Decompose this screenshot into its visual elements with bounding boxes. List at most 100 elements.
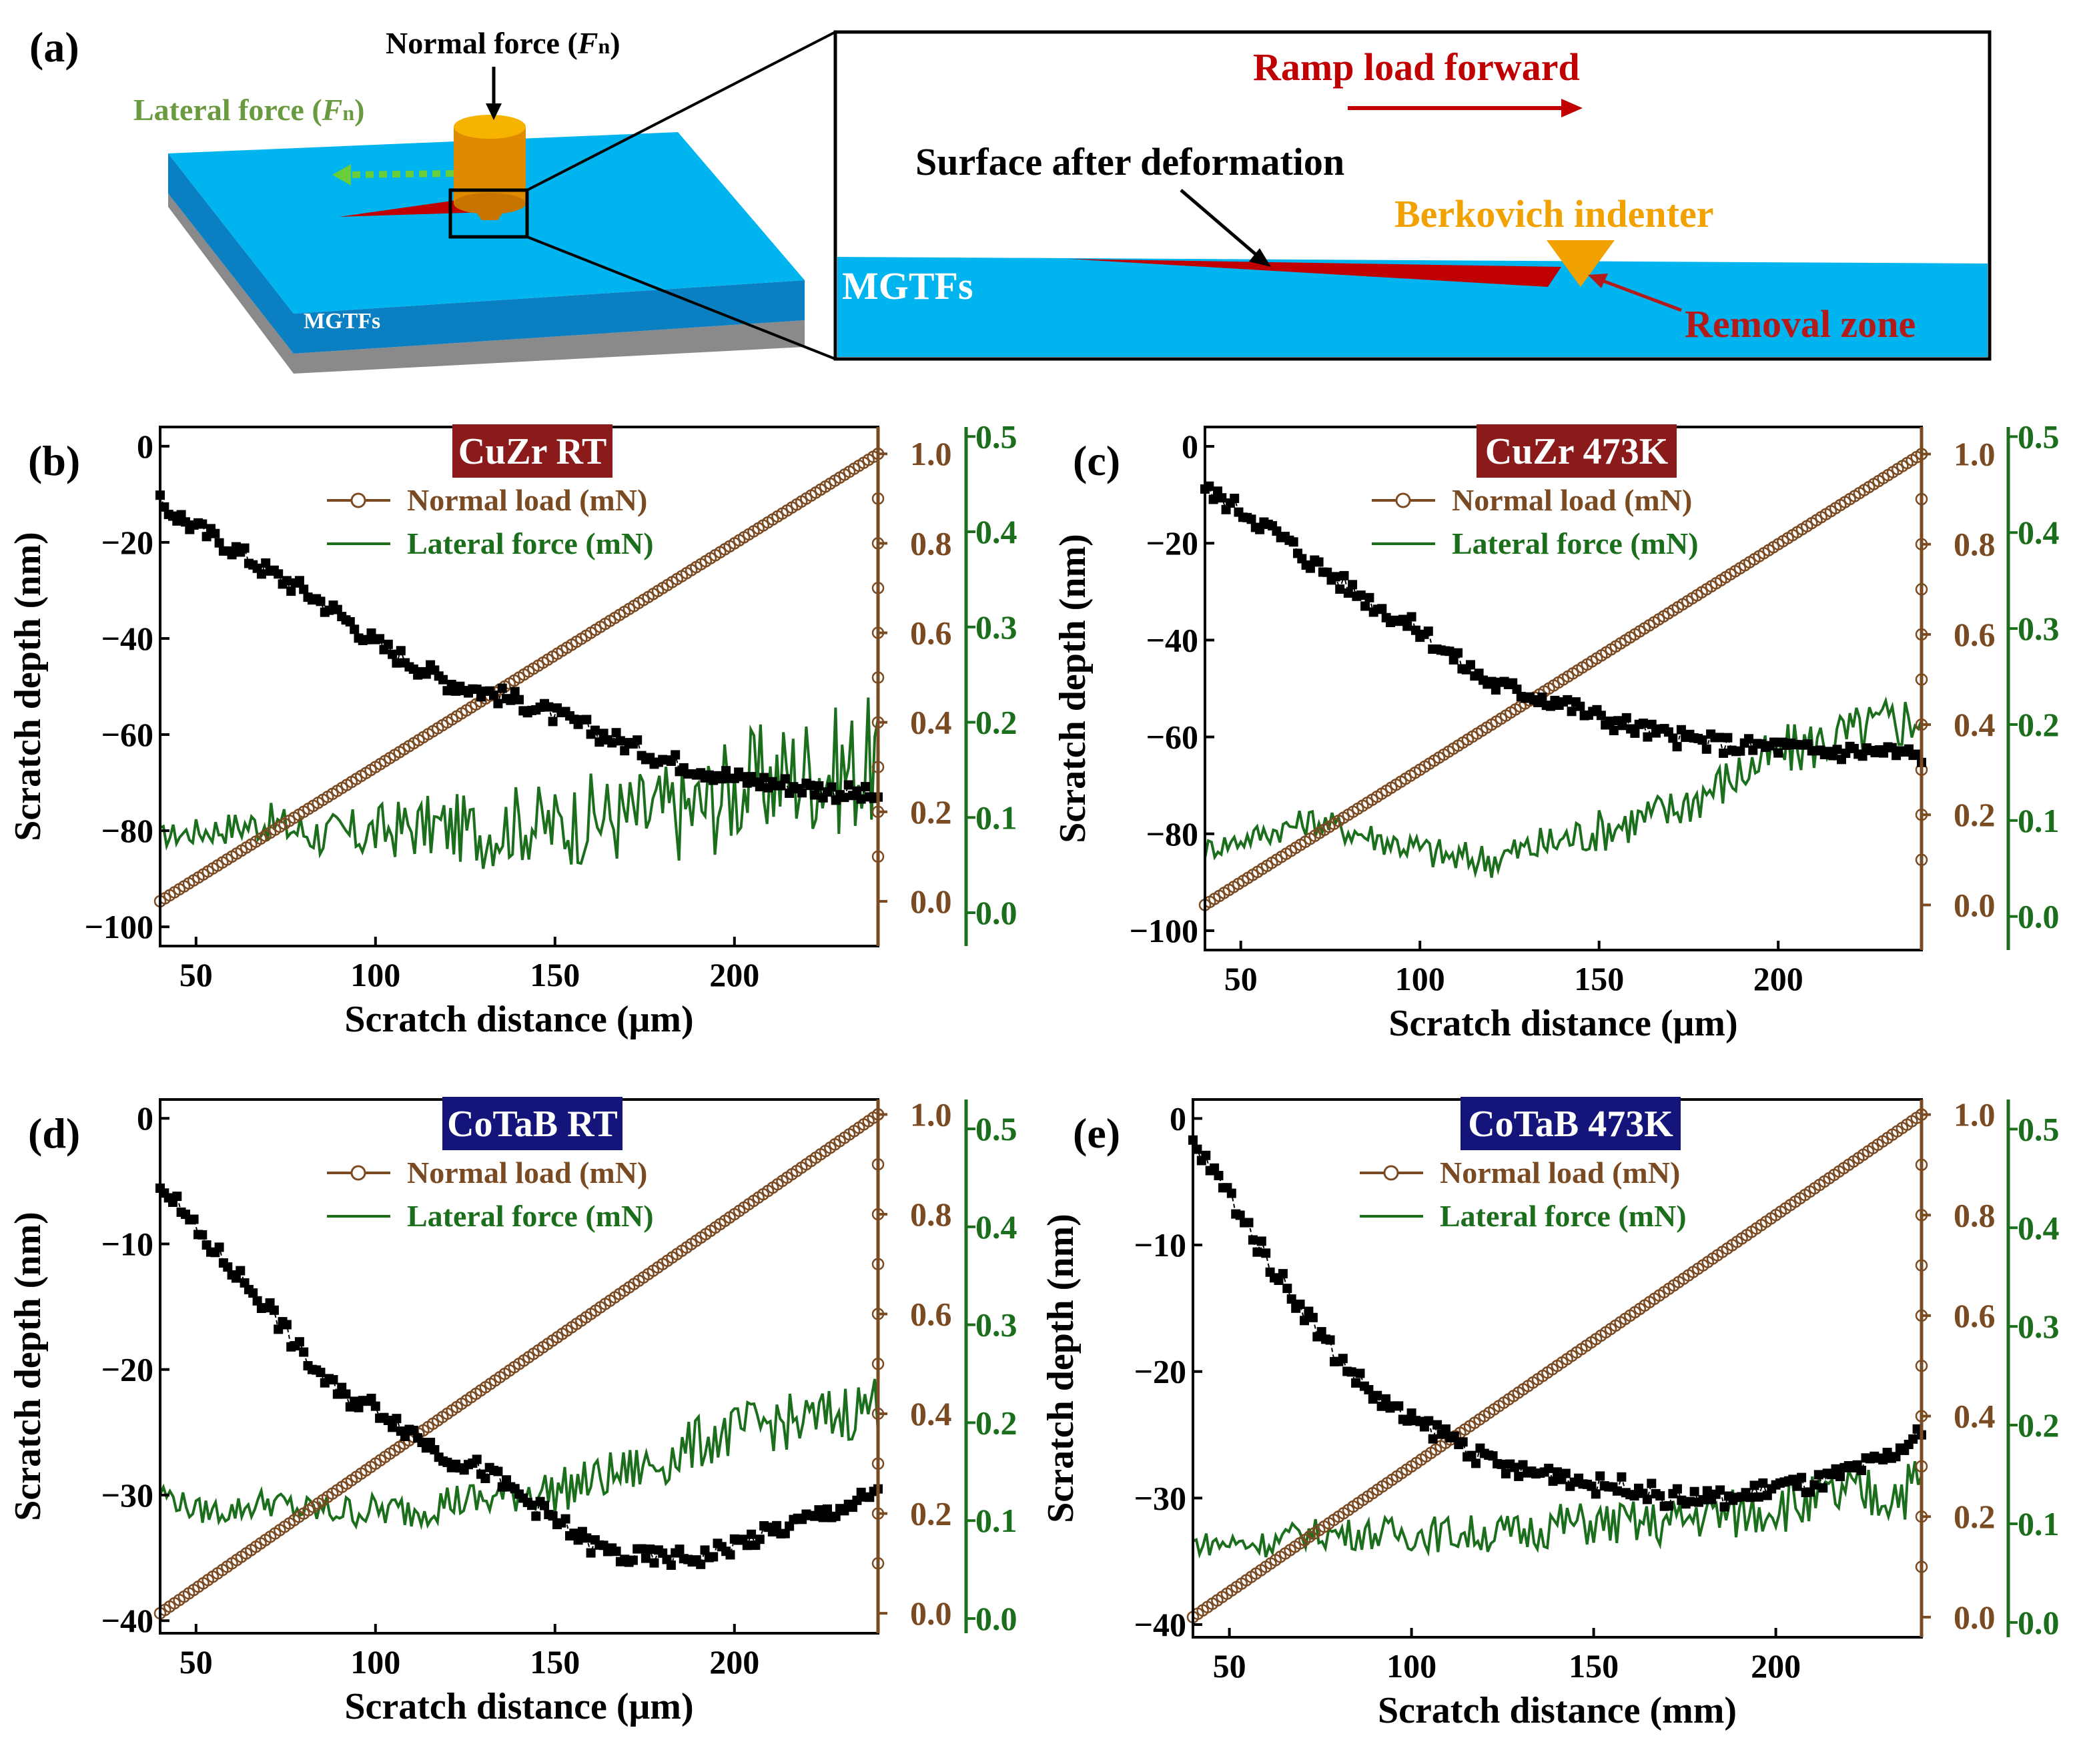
depth-point: [814, 781, 824, 791]
load-tick-label: 0.8: [910, 524, 952, 562]
depth-point: [1591, 1489, 1601, 1499]
lateral-tick-label: 0.5: [975, 418, 1017, 455]
depth-point: [1617, 1472, 1627, 1482]
depth-point: [252, 1296, 262, 1306]
x-axis-label: Scratch distance (μm): [344, 999, 693, 1040]
depth-point: [159, 502, 169, 512]
depth-point: [316, 596, 326, 606]
load-tick-label: 0.0: [910, 1595, 952, 1632]
depth-point: [1458, 1437, 1468, 1447]
depth-point: [1668, 733, 1678, 743]
depth-line: [159, 1188, 879, 1567]
depth-point: [548, 1511, 558, 1521]
depth-point: [1356, 590, 1366, 600]
lateral-tick-label: 0.0: [2018, 898, 2060, 935]
depth-point: [594, 737, 604, 747]
depth-point: [1314, 557, 1324, 567]
depth-point: [1226, 1188, 1236, 1198]
depth-point: [666, 1561, 676, 1570]
depth-point: [1548, 1476, 1558, 1486]
depth-point: [341, 1389, 351, 1399]
depth-point: [1639, 719, 1648, 729]
depth-point: [1655, 1491, 1665, 1501]
depth-point: [1745, 1492, 1755, 1502]
y-tick-label: 0: [1170, 1099, 1186, 1137]
depth-point: [1831, 1464, 1841, 1474]
normal-arrowhead-icon: [486, 103, 502, 120]
lateral-tick-label: 0.1: [2018, 1505, 2060, 1542]
lateral-tick-label: 0.1: [2018, 802, 2060, 839]
depth-point: [493, 699, 503, 709]
depth-point: [1617, 721, 1627, 731]
depth-point: [818, 1512, 828, 1522]
depth-point: [1773, 748, 1783, 758]
depth-point: [1809, 1480, 1819, 1490]
depth-point: [1857, 1466, 1867, 1475]
depth-point: [649, 1558, 659, 1568]
depth-point: [223, 1262, 233, 1272]
depth-point: [1887, 743, 1897, 753]
normal-force-label: Normal force (Fn): [386, 26, 620, 60]
depth-point: [548, 717, 558, 727]
depth-point: [1381, 1394, 1391, 1404]
depth-point: [1286, 1294, 1296, 1304]
depth-point: [1377, 604, 1387, 614]
depth-point: [510, 687, 520, 697]
depth-point: [1208, 494, 1218, 504]
depth-point: [493, 1466, 503, 1476]
lateral-tick-label: 0.3: [975, 608, 1017, 646]
removal-pointer-icon: [1601, 278, 1682, 312]
x-tick-label: 200: [1751, 1647, 1801, 1685]
x-tick-label: 100: [350, 956, 400, 993]
load-tick-label: 0.8: [1954, 1196, 1996, 1234]
depth-point: [1441, 1424, 1450, 1434]
lateral-tick-label: 0.5: [2018, 1110, 2060, 1148]
depth-point: [1595, 1471, 1605, 1481]
film-side: [168, 153, 805, 354]
depth-point: [392, 1414, 402, 1424]
depth-point: [189, 1214, 199, 1224]
depth-point: [1308, 1312, 1318, 1322]
removal-zone-label: Removal zone: [1685, 302, 1916, 346]
depth-point: [1563, 695, 1573, 705]
legend-normal-label: Normal load (mN): [1440, 1156, 1680, 1190]
depth-point: [1497, 1459, 1507, 1469]
depth-point: [1629, 1491, 1639, 1501]
lateral-tick-label: 0.4: [2018, 514, 2060, 551]
depth-point: [1537, 693, 1547, 702]
depth-point: [172, 1192, 182, 1202]
depth-point: [181, 517, 190, 527]
depth-point: [299, 584, 309, 594]
load-tick-label: 1.0: [910, 435, 952, 472]
legend-normal-marker: [350, 1165, 366, 1181]
depth-point: [615, 736, 625, 746]
depth-point: [1715, 1485, 1725, 1495]
depth-point: [210, 528, 220, 538]
depth-point: [1322, 567, 1332, 577]
depth-point: [1744, 734, 1753, 744]
depth-point: [633, 735, 643, 745]
depth-point: [1609, 726, 1619, 735]
depth-point: [1348, 580, 1358, 590]
y-tick-label: −60: [1146, 719, 1199, 756]
load-tick-label: 0.6: [910, 614, 952, 652]
y-tick-label: −30: [101, 1476, 154, 1514]
lateral-tick-label: 0.4: [975, 1208, 1017, 1246]
ramp-arrowhead-icon: [1561, 99, 1583, 117]
y-tick-label: −30: [1134, 1479, 1187, 1516]
depth-point: [1878, 1455, 1888, 1464]
load-tick-label: 1.0: [1954, 436, 1996, 473]
lateral-tick-label: 0.0: [975, 894, 1017, 931]
depth-point: [1204, 481, 1214, 491]
depth-point: [709, 1552, 719, 1562]
depth-point: [1300, 1316, 1309, 1326]
depth-point: [856, 794, 866, 804]
depth-point: [514, 695, 524, 705]
depth-point: [1214, 1171, 1224, 1180]
y-tick-label: −40: [101, 1602, 154, 1639]
lateral-tick-label: 0.5: [2018, 418, 2060, 455]
depth-point: [1343, 588, 1353, 598]
chart-title: CoTaB RT: [447, 1104, 618, 1145]
ramp-load-label: Ramp load forward: [1253, 45, 1580, 89]
depth-point: [408, 1426, 418, 1435]
